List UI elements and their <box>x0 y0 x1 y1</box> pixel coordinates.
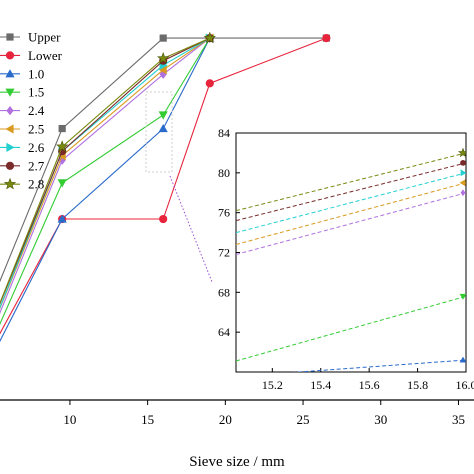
inset-series-2.7 <box>236 159 466 222</box>
legend-item-2.7: 2.7 <box>0 158 45 173</box>
inset-x-tick-label: 16.0 <box>456 378 474 392</box>
inset-y-tick-label: 72 <box>218 246 230 260</box>
inset-y-tick-label: 64 <box>218 325 230 339</box>
x-axis-title: Sieve size / mm <box>189 454 285 470</box>
legend-label: 1.5 <box>28 85 44 100</box>
main-series <box>0 31 331 343</box>
x-tick-label: 25 <box>297 412 310 427</box>
legend: Upper Lower 1.0 1.5 2.4 2.5 2.6 2.7 2.8 <box>0 30 63 192</box>
legend-marker <box>6 106 14 116</box>
inset-series-line <box>291 359 466 372</box>
inset-y-tick-label: 80 <box>218 166 230 180</box>
inset-series-2.6 <box>236 169 466 234</box>
data-point <box>205 79 214 88</box>
main-axes: 10 15 20 25 30 35 <box>0 399 474 427</box>
legend-marker <box>6 33 14 41</box>
inset-series-line <box>236 192 466 255</box>
legend-label: Lower <box>28 48 63 63</box>
legend-item-1.0: 1.0 <box>0 66 44 81</box>
inset-y-tick-label: 68 <box>218 285 230 299</box>
inset-series-line <box>236 162 466 222</box>
series-1.5 <box>0 34 215 326</box>
legend-label: 2.6 <box>28 140 45 155</box>
legend-marker <box>3 177 17 190</box>
inset-data-point <box>459 356 466 363</box>
legend-item-2.5: 2.5 <box>0 122 44 137</box>
data-point <box>159 214 168 224</box>
legend-marker <box>6 142 15 152</box>
data-point <box>203 31 216 44</box>
data-point <box>57 179 67 188</box>
zoom-rectangle <box>145 91 173 173</box>
inset-data-point <box>459 293 466 300</box>
series-line <box>0 37 211 310</box>
inset-data-point <box>460 159 466 166</box>
x-tick-label: 15 <box>141 412 154 427</box>
legend-item-2.4: 2.4 <box>0 103 45 118</box>
x-tick-label: 20 <box>219 412 232 427</box>
legend-label: 2.7 <box>28 158 45 173</box>
inset-data-point <box>458 147 466 158</box>
inset-x-tick-label: 15.8 <box>407 378 428 392</box>
legend-marker <box>5 88 15 97</box>
inset-data-point <box>460 189 466 197</box>
inset-series-2.4 <box>236 189 466 255</box>
inset-x-tick-label: 15.6 <box>359 378 380 392</box>
legend-marker <box>5 124 14 134</box>
data-point <box>58 124 66 133</box>
inset-series-2.8 <box>236 147 466 212</box>
legend-label: 2.5 <box>28 122 44 137</box>
data-point <box>158 65 167 75</box>
series-line <box>0 37 211 343</box>
legend-label: Upper <box>28 30 61 45</box>
series-line <box>0 37 211 326</box>
legend-item-Upper: Upper <box>0 30 61 45</box>
legend-marker <box>5 51 15 60</box>
data-point <box>322 33 331 43</box>
series-2.8 <box>0 31 216 305</box>
legend-label: 2.8 <box>28 177 44 192</box>
legend-marker <box>5 69 15 78</box>
inset-x-tick-label: 15.2 <box>262 378 283 392</box>
inset-frame <box>235 132 467 373</box>
legend-label: 1.0 <box>28 66 44 81</box>
legend-marker <box>5 161 15 170</box>
inset-data-point <box>460 169 466 177</box>
legend-item-2.6: 2.6 <box>0 140 45 155</box>
inset-y-tick-label: 84 <box>218 126 230 140</box>
data-point <box>158 123 168 133</box>
inset-y-tick-label: 76 <box>218 206 230 220</box>
inset-data-point <box>459 179 466 187</box>
inset-series-line <box>236 172 466 234</box>
inset-chart: 64 68 72 76 80 84 15.2 15.4 15.6 15.8 16.0 <box>218 126 474 392</box>
data-point <box>57 214 67 223</box>
legend-label: 2.4 <box>28 103 45 118</box>
inset-series-2.5 <box>236 179 466 245</box>
data-point <box>159 34 167 42</box>
x-tick-label: 35 <box>452 412 465 427</box>
inset-series-1.5 <box>236 293 466 362</box>
zoom-region-box <box>145 91 213 283</box>
data-point <box>56 140 69 152</box>
legend-item-2.8: 2.8 <box>0 177 44 192</box>
series-line <box>0 37 211 305</box>
zoom-connector <box>169 175 213 283</box>
x-tick-label: 10 <box>63 412 76 427</box>
inset-series <box>236 147 466 372</box>
x-tick-label: 30 <box>374 412 387 427</box>
legend-item-1.5: 1.5 <box>0 85 44 100</box>
data-point <box>158 111 168 120</box>
inset-series-line <box>236 182 466 245</box>
inset-x-tick-label: 15.4 <box>310 378 331 392</box>
data-point <box>157 51 170 64</box>
inset-series-1.0 <box>291 356 466 372</box>
inset-series-line <box>236 152 466 212</box>
series-line <box>0 37 211 305</box>
series-line <box>0 37 211 309</box>
inset-series-line <box>236 295 466 362</box>
legend-item-Lower: Lower <box>0 48 63 63</box>
series-line <box>0 37 211 314</box>
